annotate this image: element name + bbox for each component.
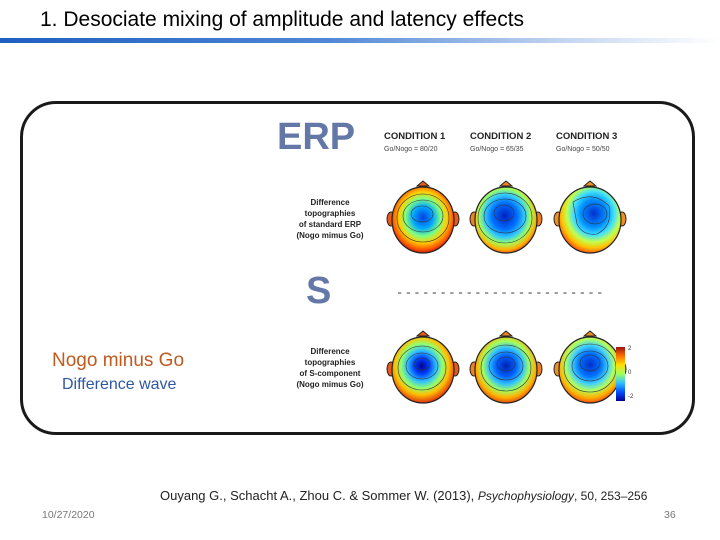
- topo-map-s-condition-1: [386, 330, 460, 404]
- slide-page-number: 36: [664, 509, 676, 521]
- condition-2-ratio: Go/Nogo = 65/35: [470, 146, 524, 153]
- condition-1-ratio: Go/Nogo = 80/20: [384, 146, 438, 153]
- topo-map-erp-condition-3: [553, 180, 627, 254]
- difference-wave-label: Difference wave: [62, 376, 177, 393]
- topo-map-erp-condition-1: [386, 180, 460, 254]
- row2-caption-line: of S-component: [299, 369, 361, 378]
- row1-caption-line: topographies: [304, 209, 356, 218]
- slide-title: 1. Desociate mixing of amplitude and lat…: [40, 8, 525, 31]
- row2-caption: Difference topographies of S-component (…: [280, 346, 380, 390]
- colorbar-tick-min: -2: [628, 394, 634, 400]
- topo-map-erp-condition-2: [469, 180, 543, 254]
- row1-caption-line: of standard ERP: [298, 220, 362, 229]
- condition-2-label: CONDITION 2: [470, 131, 532, 142]
- topo-map-s-condition-3: [553, 330, 627, 404]
- separator-dashes: ------------------------: [396, 286, 605, 300]
- condition-3-label: CONDITION 3: [556, 131, 618, 142]
- row1-caption-line: (Nogo mimus Go): [296, 231, 364, 240]
- nogo-minus-go-label: Nogo minus Go: [52, 350, 185, 371]
- row2-caption-line: (Nogo mimus Go): [296, 380, 364, 389]
- title-underline-bar: [0, 38, 720, 43]
- topo-map-s-condition-2: [469, 330, 543, 404]
- citation-authors: Ouyang G., Schacht A., Zhou C. & Sommer …: [160, 488, 478, 503]
- condition-1-label: CONDITION 1: [384, 131, 446, 142]
- row2-caption-line: Difference: [310, 347, 350, 356]
- citation-journal: Psychophysiology: [477, 489, 574, 503]
- row1-caption-line: Difference: [310, 198, 350, 207]
- colorbar-tick-zero: 0: [628, 370, 632, 376]
- row1-caption: Difference topographies of standard ERP …: [280, 197, 380, 241]
- citation: Ouyang G., Schacht A., Zhou C. & Sommer …: [160, 488, 647, 503]
- erp-label: ERP: [277, 116, 356, 158]
- slide-date: 10/27/2020: [42, 509, 95, 521]
- row2-caption-line: topographies: [304, 358, 356, 367]
- condition-3-ratio: Go/Nogo = 50/50: [556, 146, 610, 153]
- colorbar-tick-max: 2: [628, 346, 632, 352]
- citation-volume-pages: , 50, 253–256: [573, 489, 648, 503]
- s-component-label: S: [306, 270, 332, 312]
- colorbar: [616, 347, 625, 401]
